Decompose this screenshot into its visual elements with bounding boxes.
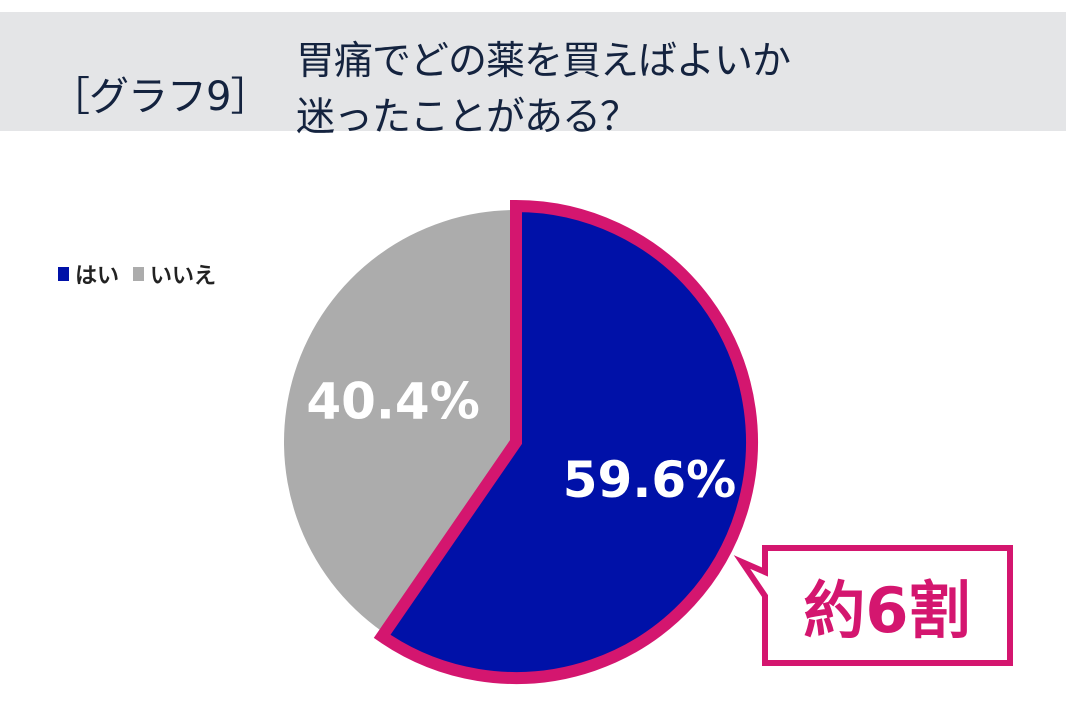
title-line-1: 胃痛でどの薬を買えばよいか [296, 39, 791, 84]
legend: はい いいえ [58, 258, 216, 290]
callout-box [733, 545, 1013, 666]
legend-swatch-no [133, 267, 145, 281]
legend-label-no: いいえ [150, 264, 217, 289]
data-label-yes: 59.6% [563, 451, 736, 509]
chart-title: 胃痛でどの薬を買えばよいか 迷ったことがある？ [296, 34, 791, 146]
title-banner: ［グラフ9］ 胃痛でどの薬を買えばよいか 迷ったことがある？ [0, 12, 1066, 140]
pie-slice-yes [373, 199, 758, 684]
legend-label-yes: はい [75, 264, 120, 289]
graph-number: ［グラフ9］ [50, 74, 270, 120]
callout-text: 約6割 [803, 574, 970, 647]
title-line-2: 迷ったことがある？ [296, 95, 639, 140]
pie-slice-no [284, 210, 516, 634]
data-label-no: 40.4% [306, 373, 479, 431]
legend-swatch-yes [58, 267, 69, 281]
